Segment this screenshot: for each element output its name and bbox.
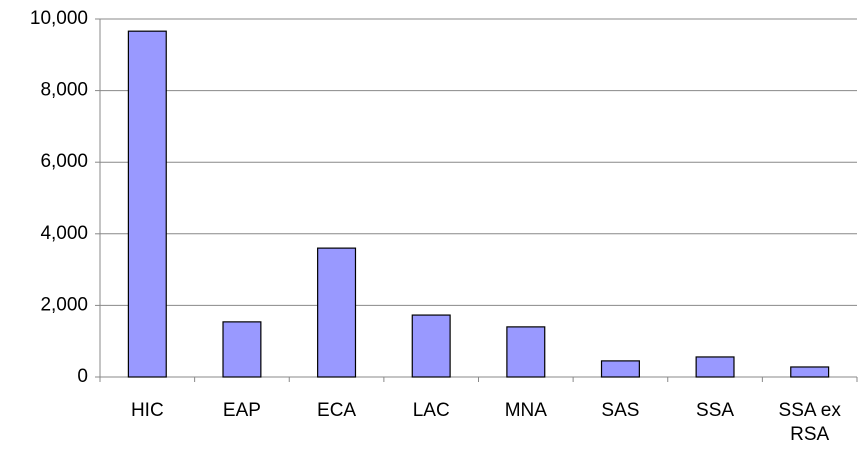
x-tick-label: SAS (601, 400, 640, 421)
x-tick-label: SSA ex RSA (778, 400, 841, 445)
y-tick-label: 10,000 (30, 8, 88, 29)
y-tick-label: 0 (77, 366, 88, 387)
y-tick-label: 4,000 (40, 223, 88, 244)
bar (790, 366, 830, 378)
y-tick-label: 6,000 (40, 151, 88, 172)
bar (506, 326, 546, 378)
bar (411, 314, 451, 378)
x-tick-label: MNA (504, 400, 547, 421)
x-tick-label: SSA (696, 400, 735, 421)
bar (222, 321, 262, 378)
bar (600, 360, 640, 378)
y-tick-label: 2,000 (40, 294, 88, 315)
x-tick-label: ECA (317, 400, 357, 421)
x-tick-label: HIC (130, 400, 164, 421)
bar (127, 30, 167, 378)
x-tick-label: LAC (412, 400, 450, 421)
bar (695, 356, 735, 378)
y-tick-label: 8,000 (40, 80, 88, 101)
bar (317, 247, 357, 378)
x-tick-label: EAP (222, 400, 261, 421)
